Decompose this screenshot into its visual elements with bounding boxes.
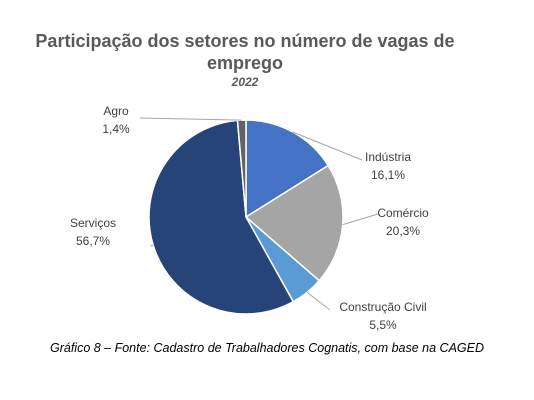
- slice-value-1: 16,1%: [371, 168, 405, 182]
- slice-label-5: Agro: [103, 104, 129, 118]
- pie-slice-4: [148, 119, 295, 315]
- slice-value-3: 5,5%: [369, 318, 397, 332]
- chart-title: Participação dos setores no número de va…: [35, 31, 455, 73]
- slice-label-3: Construção Civil: [339, 300, 426, 314]
- slice-label-1: Indústria: [365, 150, 411, 164]
- leader-line-5: [139, 117, 242, 121]
- slice-label-2: Comércio: [377, 206, 429, 220]
- leader-line-2: [342, 213, 379, 226]
- slice-value-2: 20,3%: [386, 224, 420, 238]
- figure-caption: Gráfico 8 – Fonte: Cadastro de Trabalhad…: [49, 341, 484, 355]
- slice-value-4: 56,7%: [76, 234, 110, 248]
- slice-value-5: 1,4%: [102, 122, 130, 136]
- chart-subtitle: 2022: [231, 75, 259, 89]
- pie-slice-1: [245, 119, 330, 219]
- leader-line-3: [306, 291, 331, 311]
- leader-line-1: [292, 131, 363, 161]
- slice-label-4: Serviços: [70, 216, 116, 230]
